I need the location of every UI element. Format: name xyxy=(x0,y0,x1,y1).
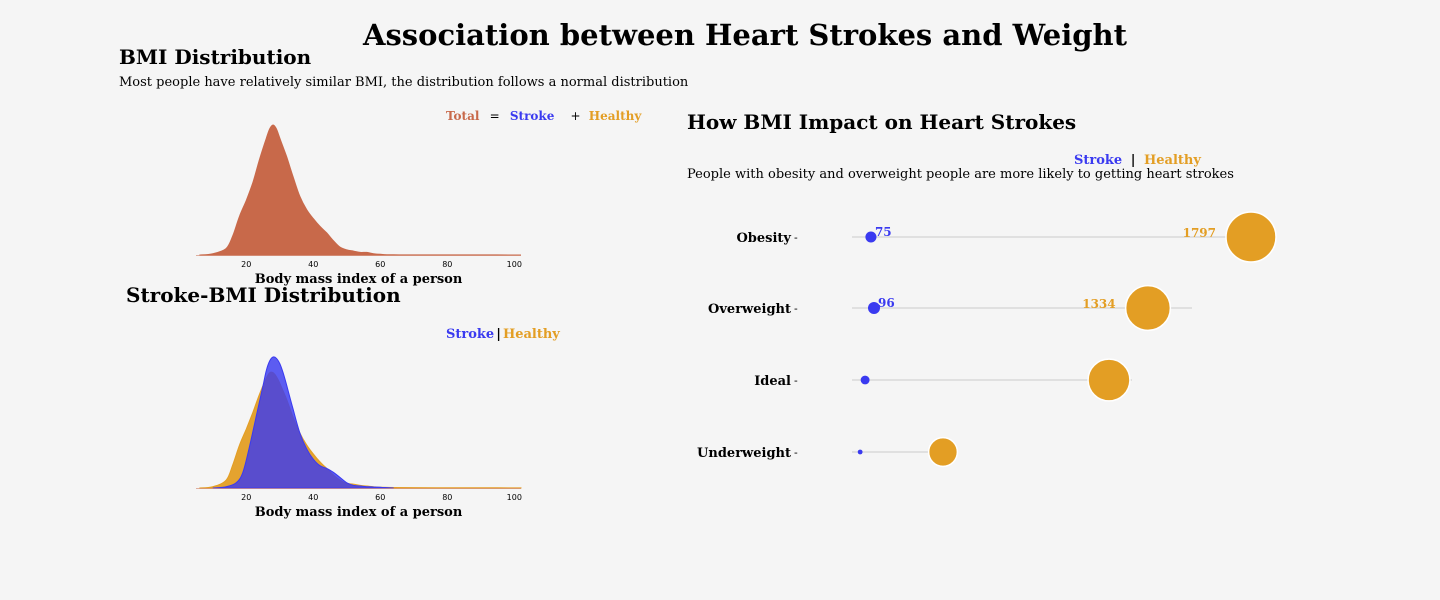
healthy-bubble xyxy=(1124,284,1172,332)
x-axis-label: Body mass index of a person xyxy=(255,272,463,287)
stroke-dot xyxy=(860,375,870,385)
density-area-total xyxy=(199,124,522,256)
x-tick-label: 80 xyxy=(442,260,452,269)
category-label: Overweight xyxy=(708,302,791,317)
impact-section-subtitle: People with obesity and overweight peopl… xyxy=(687,167,1234,182)
stroke-dot xyxy=(868,302,880,314)
legend-eq: = xyxy=(489,109,500,123)
healthy-bubble xyxy=(927,436,959,468)
x-axis-label: Body mass index of a person xyxy=(255,505,463,520)
main-title: Association between Heart Strokes and We… xyxy=(362,18,1128,52)
category-label: Underweight xyxy=(697,446,791,461)
impact-section-title: How BMI Impact on Heart Strokes xyxy=(687,110,1077,134)
x-tick-label: 100 xyxy=(507,493,522,502)
legend-healthy: Healthy xyxy=(1144,153,1201,168)
legend-stroke: Stroke xyxy=(509,109,555,123)
healthy-bubble xyxy=(1225,211,1277,263)
x-tick-label: 100 xyxy=(507,260,522,269)
legend-stroke: Stroke xyxy=(1074,153,1123,168)
legend-separator: | xyxy=(1130,153,1136,168)
legend-stroke: Stroke xyxy=(446,327,495,342)
category-label: Obesity xyxy=(736,231,791,246)
x-tick-label: 60 xyxy=(375,260,385,269)
x-tick-label: 40 xyxy=(308,493,318,502)
legend-healthy: Healthy xyxy=(588,109,642,123)
legend-separator: | xyxy=(496,327,501,342)
impact-legend: Stroke | Healthy xyxy=(1074,153,1201,168)
bmi-section-subtitle: Most people have relatively similar BMI,… xyxy=(119,75,689,90)
x-tick-label: 20 xyxy=(241,260,251,269)
stroke-legend: Stroke | Healthy xyxy=(446,327,560,342)
legend-total: Total xyxy=(446,109,480,123)
healthy-value-label: 1334 xyxy=(1082,297,1115,311)
category-tick: - xyxy=(794,302,798,315)
healthy-bubble xyxy=(1087,358,1131,402)
stroke-value-label: 96 xyxy=(878,296,895,310)
stroke-section-title: Stroke-BMI Distribution xyxy=(126,283,401,307)
category-tick: - xyxy=(794,446,798,459)
bmi-section-title: BMI Distribution xyxy=(119,45,312,69)
legend-healthy: Healthy xyxy=(502,327,560,342)
stroke-dot xyxy=(865,231,877,243)
x-tick-label: 20 xyxy=(241,493,251,502)
stroke-dot xyxy=(857,449,863,455)
x-tick-label: 60 xyxy=(375,493,385,502)
bmi-legend: Total = Stroke + Healthy xyxy=(446,109,641,123)
category-tick: - xyxy=(794,231,798,244)
category-label: Ideal xyxy=(754,374,791,389)
category-tick: - xyxy=(794,374,798,387)
legend-plus: + xyxy=(570,109,581,123)
healthy-value-label: 1797 xyxy=(1183,226,1216,240)
x-tick-label: 40 xyxy=(308,260,318,269)
density-area-stroke xyxy=(212,356,394,489)
x-tick-label: 80 xyxy=(442,493,452,502)
stroke-value-label: 75 xyxy=(875,225,892,239)
